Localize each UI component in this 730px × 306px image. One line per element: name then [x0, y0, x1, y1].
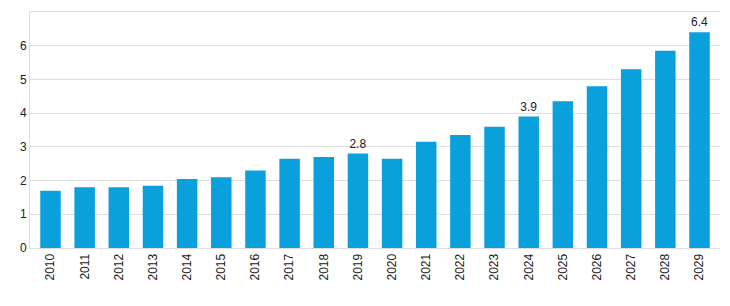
svg-text:0: 0 — [20, 241, 27, 255]
svg-text:2010: 2010 — [43, 253, 57, 280]
svg-text:2027: 2027 — [624, 253, 638, 280]
svg-text:2013: 2013 — [146, 253, 160, 280]
svg-text:1: 1 — [20, 207, 27, 221]
svg-text:2028: 2028 — [658, 253, 672, 280]
svg-text:2.8: 2.8 — [349, 137, 366, 151]
svg-text:2020: 2020 — [385, 253, 399, 280]
svg-text:2: 2 — [20, 174, 27, 188]
svg-text:2029: 2029 — [692, 253, 706, 280]
svg-text:6: 6 — [20, 39, 27, 53]
svg-text:2026: 2026 — [590, 253, 604, 280]
svg-text:3.9: 3.9 — [520, 100, 537, 114]
svg-text:2021: 2021 — [419, 253, 433, 280]
svg-text:4: 4 — [20, 106, 27, 120]
svg-text:2011: 2011 — [78, 253, 92, 279]
svg-text:6.4: 6.4 — [691, 15, 708, 29]
svg-text:3: 3 — [20, 140, 27, 154]
svg-text:2023: 2023 — [487, 253, 501, 280]
svg-text:2018: 2018 — [317, 253, 331, 280]
svg-text:5: 5 — [20, 73, 27, 87]
svg-text:2017: 2017 — [283, 253, 297, 280]
svg-text:2016: 2016 — [248, 253, 262, 280]
svg-text:2022: 2022 — [453, 253, 467, 280]
svg-text:2015: 2015 — [214, 253, 228, 280]
svg-text:2014: 2014 — [180, 253, 194, 280]
svg-text:2012: 2012 — [112, 253, 126, 280]
svg-text:2025: 2025 — [556, 253, 570, 280]
svg-text:2019: 2019 — [351, 253, 365, 280]
svg-text:2024: 2024 — [522, 253, 536, 280]
